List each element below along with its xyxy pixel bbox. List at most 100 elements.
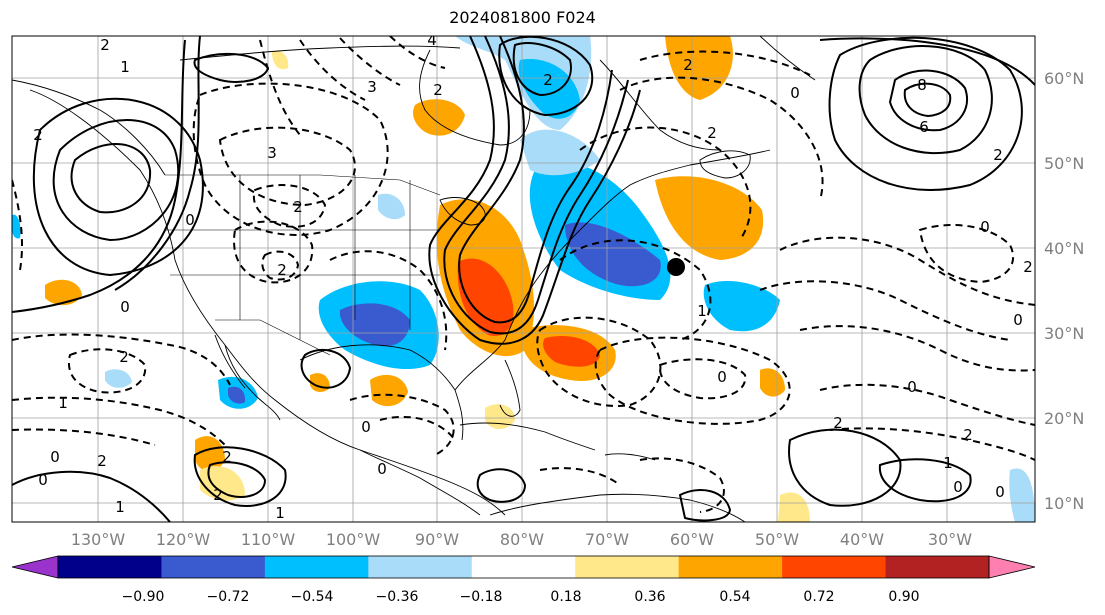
negative-anomaly-area [12,214,21,239]
contour-value-label: 2 [993,146,1003,164]
labrador [599,59,721,151]
contour-value-label: 2 [683,56,693,74]
colorbar-tick-label: 0.90 [888,589,919,605]
north-america-west-coast [29,89,506,516]
contour-value-label: 2 [707,124,717,142]
contour-line [193,446,287,507]
contour-value-label: 8 [917,76,927,94]
colorbar-tick-label: −0.18 [460,589,503,605]
contour-value-label: 2 [277,261,287,279]
newfoundland [699,150,751,179]
east-coast [454,149,771,391]
contour-line [299,39,366,101]
colorbar-tick-label: 0.72 [803,589,834,605]
lon-label: 70°W [585,530,629,549]
contour-value-label: 2 [543,71,553,89]
negative-anomaly-area [1009,468,1035,522]
political-borders [165,174,441,356]
hudson-bay [419,49,531,146]
contour-line [788,428,902,507]
contour-value-label: 2 [33,126,43,144]
colorbar-tick-label: −0.36 [376,589,419,605]
contour-line [349,393,455,456]
contour-line [12,39,186,313]
contour-value-label: 0 [790,84,800,102]
contour-value-label: 0 [50,448,60,466]
hispaniola [604,453,656,461]
contour-line [379,416,456,441]
negative-anomaly-area [378,193,405,220]
solid-contours [12,36,1035,522]
contour-value-label: 0 [120,298,130,316]
contour-line [639,50,811,76]
contour-value-label: 1 [275,504,285,522]
contour-value-label: 0 [377,460,387,478]
contour-line [70,143,152,214]
contour-value-label: 1 [120,58,130,76]
negative-anomaly-core [228,386,246,404]
contour-value-label: 0 [995,483,1005,501]
contour-value-label: 2 [222,448,232,466]
contour-value-label: 0 [980,218,990,236]
contour-line [458,36,613,324]
contour-value-label: 0 [361,418,371,436]
contour-value-label: 4 [427,31,437,49]
colorbar-segment [885,556,990,578]
map-title: 2024081800 F024 [449,8,596,27]
contour-line [888,69,968,132]
alaska-coast [12,79,166,176]
colorbar-tick-label: −0.90 [122,589,165,605]
lon-label: 110°W [241,530,296,549]
contour-value-label: 0 [1013,311,1023,329]
latitude-labels: 60°N 50°N 40°N 30°N 20°N 10°N [1044,69,1084,513]
us-canada-border [165,174,441,196]
positive-anomaly-area [760,368,785,397]
contour-line [476,468,527,503]
lon-label: 120°W [156,530,211,549]
lat-label: 10°N [1044,494,1084,513]
contour-line [828,36,1023,191]
contour-line [819,383,1035,426]
lon-label: 130°W [71,530,126,549]
contour-value-label: 0 [907,378,917,396]
contour-line [918,224,1015,284]
contour-line [579,126,752,241]
coastlines [12,36,816,522]
florida [499,359,521,417]
south-america-north [489,493,746,522]
positive-anomaly-area [370,374,408,407]
contour-line [12,428,156,446]
contour-value-label: 3 [267,144,277,162]
lon-label: 50°W [755,530,799,549]
contour-line [903,82,952,118]
central-america [359,449,481,516]
positive-anomaly-area [778,492,810,522]
contour-line [639,457,725,513]
negative-anomaly-core [565,222,661,287]
colorbar-tick-label: −0.72 [207,589,250,605]
colorbar-segment [678,556,783,578]
colorbar [11,555,1036,579]
lat-label: 40°N [1044,239,1084,258]
lat-label: 50°N [1044,154,1084,173]
contour-value-label: 2 [433,81,443,99]
contour-line [779,236,1035,306]
negative-anomaly-area [105,369,132,388]
contour-line [878,458,972,503]
contour-value-label: 1 [115,498,125,516]
negative-anomaly-light [520,129,600,176]
colorbar-tick-label: 0.18 [550,589,581,605]
greenland-south [759,36,816,81]
lon-label: 90°W [415,530,459,549]
contour-line [300,348,352,389]
colorbar-segment [161,556,266,578]
lat-label: 30°N [1044,324,1084,343]
anomaly-shading [12,36,1035,522]
contour-value-label: 2 [100,36,110,54]
colorbar-extension-low [11,555,59,579]
contour-line [539,467,621,486]
contour-line [12,470,171,522]
contour-value-label: 0 [953,478,963,496]
contour-line [829,427,1035,461]
